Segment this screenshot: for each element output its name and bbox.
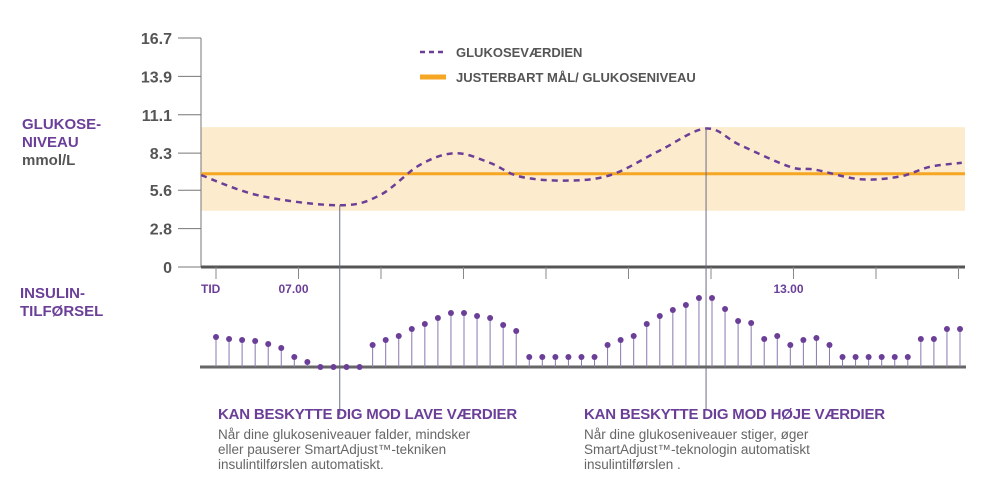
insulin-dot bbox=[722, 306, 729, 312]
insulin-dot bbox=[826, 342, 833, 348]
insulin-dot bbox=[239, 337, 246, 343]
legend-label-glucose: GLUKOSEVÆRDIEN bbox=[456, 45, 582, 60]
insulin-dot bbox=[878, 354, 885, 360]
insulin-dot bbox=[578, 354, 585, 360]
insulin-dot bbox=[213, 334, 219, 340]
insulin-dot bbox=[709, 295, 715, 301]
caption-low-line: Når dine glukoseniveauer falder, mindske… bbox=[218, 427, 471, 442]
insulin-dot bbox=[865, 354, 872, 360]
insulin-dot bbox=[513, 328, 520, 334]
y-tick-label: 13.9 bbox=[141, 69, 172, 86]
insulin-dot bbox=[304, 359, 311, 365]
insulin-dot bbox=[656, 313, 663, 319]
insulin-dot bbox=[226, 336, 233, 342]
caption-low-line: eller pauserer SmartAdjust™-tekniken bbox=[218, 442, 447, 457]
insulin-dot bbox=[604, 342, 611, 348]
insulin-dot bbox=[748, 320, 755, 326]
insulin-dot bbox=[317, 364, 324, 370]
y-tick-label: 5.6 bbox=[150, 183, 172, 200]
insulin-dot bbox=[943, 326, 950, 332]
y-tick-label: 0 bbox=[163, 260, 172, 277]
caption-high-line: Når dine glukoseniveauer stiger, øger bbox=[584, 427, 809, 442]
insulin-dot bbox=[904, 354, 911, 360]
insulin-dot bbox=[917, 336, 924, 342]
insulin-dot bbox=[395, 333, 402, 339]
insulin-dot bbox=[408, 326, 415, 332]
insulin-dot bbox=[330, 364, 337, 370]
insulin-dot bbox=[630, 333, 637, 339]
glucose-unit: mmol/L bbox=[22, 152, 76, 169]
insulin-dot bbox=[617, 337, 624, 343]
insulin-label-line1: INSULIN- bbox=[20, 285, 85, 302]
x-tick-label: 13.00 bbox=[774, 282, 804, 296]
x-tick-label: 07.00 bbox=[279, 282, 309, 296]
glucose-curve bbox=[200, 127, 962, 207]
insulin-dot bbox=[591, 354, 598, 360]
insulin-dot bbox=[434, 315, 441, 321]
insulin-dot bbox=[421, 321, 428, 327]
caption-high-title: KAN BESKYTTE DIG MOD HØJE VÆRDIER bbox=[584, 406, 885, 423]
insulin-dot bbox=[800, 337, 807, 343]
insulin-dot bbox=[265, 341, 272, 347]
insulin-dot bbox=[474, 313, 481, 319]
y-tick-label: 2.8 bbox=[150, 222, 172, 239]
insulin-dot bbox=[565, 354, 572, 360]
caption-high-body: Når dine glukoseniveauer stiger, øger Sm… bbox=[584, 427, 914, 472]
insulin-dot bbox=[447, 310, 454, 316]
y-tick-label: 11.1 bbox=[142, 108, 172, 125]
insulin-dot bbox=[526, 354, 533, 360]
caption-high-line: insulintilførslen . bbox=[584, 457, 681, 472]
insulin-dot bbox=[487, 315, 494, 321]
insulin-dot bbox=[669, 307, 676, 313]
x-axis-title: TID bbox=[201, 282, 221, 296]
insulin-dot bbox=[682, 302, 689, 308]
insulin-dot bbox=[852, 354, 859, 360]
insulin-dot bbox=[369, 342, 376, 348]
insulin-dot bbox=[891, 354, 898, 360]
glucose-label-line1: GLUKOSE- bbox=[22, 116, 102, 133]
insulin-dot bbox=[539, 354, 546, 360]
glucose-axis-label: GLUKOSE- NIVEAU mmol/L bbox=[22, 116, 101, 170]
insulin-dot bbox=[552, 354, 559, 360]
insulin-dot bbox=[761, 336, 768, 342]
insulin-dot bbox=[787, 342, 794, 348]
legend-label-target: JUSTERBART MÅL/ GLUKOSENIVEAU bbox=[456, 70, 696, 85]
insulin-dot bbox=[252, 338, 259, 344]
insulin-dot bbox=[957, 326, 963, 332]
insulin-dot bbox=[343, 364, 350, 370]
insulin-dot bbox=[382, 337, 389, 343]
insulin-dot bbox=[278, 345, 285, 351]
insulin-dot bbox=[839, 354, 846, 360]
y-tick-label: 8.3 bbox=[150, 146, 172, 163]
insulin-dot bbox=[735, 318, 742, 324]
glucose-label-line2: NIVEAU bbox=[22, 134, 79, 151]
caption-low-title: KAN BESKYTTE DIG MOD LAVE VÆRDIER bbox=[218, 406, 517, 423]
insulin-dot bbox=[774, 333, 781, 339]
insulin-dot bbox=[643, 321, 650, 327]
insulin-dot bbox=[695, 295, 702, 301]
insulin-dot bbox=[930, 336, 937, 342]
insulin-dot bbox=[356, 364, 363, 370]
caption-high-line: SmartAdjust™-teknologin automatiskt bbox=[584, 442, 810, 457]
caption-low-line: insulintilførslen automatiskt. bbox=[218, 457, 384, 472]
insulin-dot bbox=[461, 310, 467, 316]
insulin-label-line2: TILFØRSEL bbox=[20, 303, 104, 320]
insulin-dot bbox=[813, 335, 820, 341]
caption-low-body: Når dine glukoseniveauer falder, mindske… bbox=[218, 427, 548, 472]
insulin-dot bbox=[291, 354, 298, 360]
insulin-axis-label: INSULIN- TILFØRSEL bbox=[20, 285, 103, 321]
target-range-band bbox=[201, 127, 965, 211]
insulin-dot bbox=[500, 322, 507, 328]
y-tick-label: 16.7 bbox=[141, 31, 172, 48]
